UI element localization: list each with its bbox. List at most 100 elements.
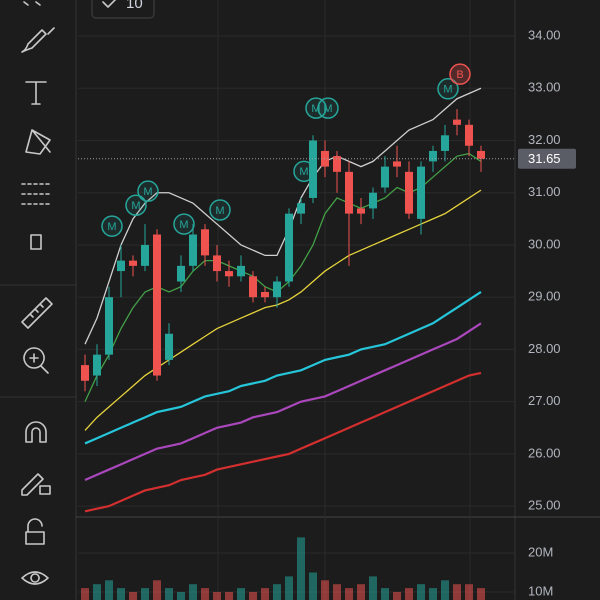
y-tick-label: 34.00 bbox=[528, 27, 561, 42]
candle-body bbox=[417, 166, 425, 219]
volume-bar bbox=[381, 588, 389, 600]
signal-marker bbox=[209, 199, 231, 221]
candle-body bbox=[273, 281, 281, 298]
signal-marker bbox=[125, 194, 147, 217]
magnet-tool[interactable] bbox=[25, 421, 47, 443]
candle-body bbox=[105, 297, 113, 355]
signal-label: M bbox=[107, 221, 116, 233]
indicator-line bbox=[84, 87, 482, 345]
candle-body bbox=[369, 192, 377, 209]
volume-bar bbox=[429, 588, 437, 600]
lock-drawing-tool[interactable] bbox=[21, 473, 51, 496]
candle-body bbox=[93, 354, 101, 376]
candle-body bbox=[393, 161, 401, 167]
signal-marker bbox=[437, 78, 459, 100]
candle-body bbox=[81, 365, 89, 381]
signal-marker bbox=[305, 97, 327, 119]
volume-bar bbox=[345, 588, 353, 600]
volume-bar bbox=[297, 537, 305, 600]
last-price-label: 31.65 bbox=[528, 151, 561, 166]
candle-body bbox=[225, 271, 233, 277]
signal-label: M bbox=[179, 219, 188, 231]
indicator-line bbox=[84, 291, 482, 445]
indicator-line bbox=[84, 371, 482, 513]
y-tick-label: 27.00 bbox=[528, 393, 561, 408]
indicator-line bbox=[84, 322, 482, 482]
signal-marker bbox=[137, 180, 159, 202]
volume-bar bbox=[213, 592, 221, 600]
volume-bar bbox=[477, 588, 485, 600]
signal-label: B bbox=[456, 69, 463, 81]
volume-bar bbox=[321, 580, 329, 600]
signal-label: M bbox=[443, 84, 452, 96]
volume-bar bbox=[237, 588, 245, 600]
candle-body bbox=[297, 203, 305, 214]
indicator-line bbox=[84, 152, 482, 402]
candle-body bbox=[345, 171, 353, 214]
candle-body bbox=[441, 135, 449, 151]
text-tool[interactable] bbox=[25, 81, 47, 105]
volume-bar bbox=[417, 584, 425, 600]
y-tick-label: 28.00 bbox=[528, 341, 561, 356]
candle-body bbox=[237, 265, 245, 277]
candle-body bbox=[261, 291, 269, 298]
candle-body bbox=[429, 150, 437, 162]
signal-label: M bbox=[215, 205, 224, 217]
y-tick-label: 26.00 bbox=[528, 445, 561, 460]
volume-bar bbox=[393, 592, 401, 600]
volume-bar bbox=[249, 592, 257, 600]
volume-bar bbox=[273, 584, 281, 600]
signal-label: M bbox=[311, 103, 320, 115]
volume-bar bbox=[189, 584, 197, 600]
signal-marker bbox=[101, 215, 123, 237]
volume-bar bbox=[405, 588, 413, 600]
candle-body bbox=[213, 255, 221, 272]
fib-tool[interactable] bbox=[21, 183, 51, 205]
shape-tool[interactable] bbox=[30, 234, 42, 250]
lock-tool[interactable] bbox=[25, 518, 45, 545]
candle-body bbox=[201, 229, 209, 256]
indicator-line bbox=[84, 189, 482, 431]
volume-bar bbox=[165, 588, 173, 600]
y-tick-label: 33.00 bbox=[528, 80, 561, 95]
signal-label: M bbox=[143, 186, 152, 198]
signal-label: M bbox=[299, 166, 308, 178]
interval-label: 10 bbox=[126, 0, 143, 12]
brush-tool[interactable] bbox=[21, 27, 55, 53]
volume-bar bbox=[369, 576, 377, 600]
volume-bar bbox=[141, 588, 149, 600]
volume-bar bbox=[441, 580, 449, 600]
volume-bar bbox=[81, 588, 89, 600]
volume-tick-label: 20M bbox=[528, 544, 553, 559]
signal-label: M bbox=[323, 103, 332, 115]
candle-body bbox=[153, 234, 161, 376]
tool-icon[interactable] bbox=[23, 1, 41, 6]
volume-bar bbox=[153, 580, 161, 600]
candle-body bbox=[477, 150, 485, 159]
candle-body bbox=[117, 260, 125, 272]
volume-bar bbox=[117, 588, 125, 600]
volume-bar bbox=[177, 592, 185, 600]
plot: 25.00 26.00 27.00 28.00 29.00 30.00 31.00 32.00… bbox=[78, 27, 576, 600]
volume-bar bbox=[261, 588, 269, 600]
interval-button[interactable] bbox=[91, 0, 155, 19]
volume-bar bbox=[285, 576, 293, 600]
volume-bar bbox=[309, 572, 317, 600]
toolbar bbox=[0, 0, 77, 600]
signal-marker bbox=[449, 63, 471, 85]
visibility-tool[interactable] bbox=[21, 571, 49, 585]
zoom-tool[interactable] bbox=[23, 347, 49, 374]
candle-body bbox=[141, 244, 149, 266]
ruler-tool[interactable] bbox=[21, 297, 53, 329]
last-price-box bbox=[518, 148, 576, 169]
y-tick-label: 29.00 bbox=[528, 289, 561, 304]
pattern-tool[interactable] bbox=[25, 129, 51, 155]
signal-marker bbox=[317, 97, 339, 119]
volume-bar bbox=[129, 592, 137, 600]
candle-body bbox=[129, 260, 137, 266]
y-tick-label: 32.00 bbox=[528, 132, 561, 147]
volume-bar bbox=[105, 580, 113, 600]
candle-body bbox=[453, 119, 461, 125]
